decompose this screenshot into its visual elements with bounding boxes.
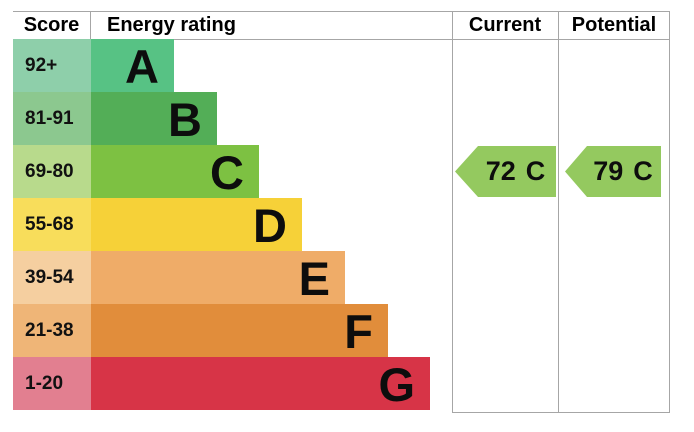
header-bottom-border [13,39,670,40]
band-row-e: 39-54 E [13,251,345,304]
rating-bar-a: A [91,39,174,92]
table-top-border [13,11,670,12]
potential-rating-arrow: 79 C [565,146,661,197]
left-arrow-icon [565,146,661,197]
rating-letter-e: E [298,252,330,305]
band-row-b: 81-91 B [13,92,217,145]
column-header-score: Score [23,13,80,36]
current-rating-arrow: 72 C [455,146,556,197]
current-score-value: 72 [485,156,516,186]
rating-bar-b: B [91,92,217,145]
score-range-c: 69-80 [13,145,91,198]
column-header-potential: Potential [571,13,657,36]
column-header-energy-rating: Energy rating [107,13,236,36]
current-column-divider [452,11,453,412]
band-row-c: 69-80 C [13,145,259,198]
rating-letter-a: A [125,40,159,93]
band-row-a: 92+ A [13,39,174,92]
score-range-e: 39-54 [13,251,91,304]
column-header-current: Current [468,13,542,36]
rating-bar-e: E [91,251,345,304]
score-range-b: 81-91 [13,92,91,145]
rating-letter-c: C [210,146,244,199]
potential-rating-letter: C [633,156,653,186]
band-row-f: 21-38 F [13,304,388,357]
rating-bar-c: C [91,145,259,198]
band-row-d: 55-68 D [13,198,302,251]
rating-letter-f: F [344,305,373,358]
score-range-f: 21-38 [13,304,91,357]
potential-rating-text: 79 C [565,146,661,197]
score-range-d: 55-68 [13,198,91,251]
rating-bar-g: G [91,357,430,410]
current-rating-text: 72 C [455,146,556,197]
band-row-g: 1-20 G [13,357,430,410]
score-column-divider [90,11,91,39]
potential-column-divider [558,11,559,412]
score-range-a: 92+ [13,39,91,92]
table-bottom-border [452,412,670,413]
current-rating-letter: C [525,156,546,186]
rating-letter-b: B [168,93,202,146]
rating-letter-g: G [378,358,415,411]
score-range-g: 1-20 [13,357,91,410]
table-right-border [669,11,670,412]
left-arrow-icon [455,146,556,197]
potential-score-value: 79 [593,156,624,186]
rating-bar-f: F [91,304,388,357]
rating-bar-d: D [91,198,302,251]
rating-letter-d: D [253,199,287,252]
